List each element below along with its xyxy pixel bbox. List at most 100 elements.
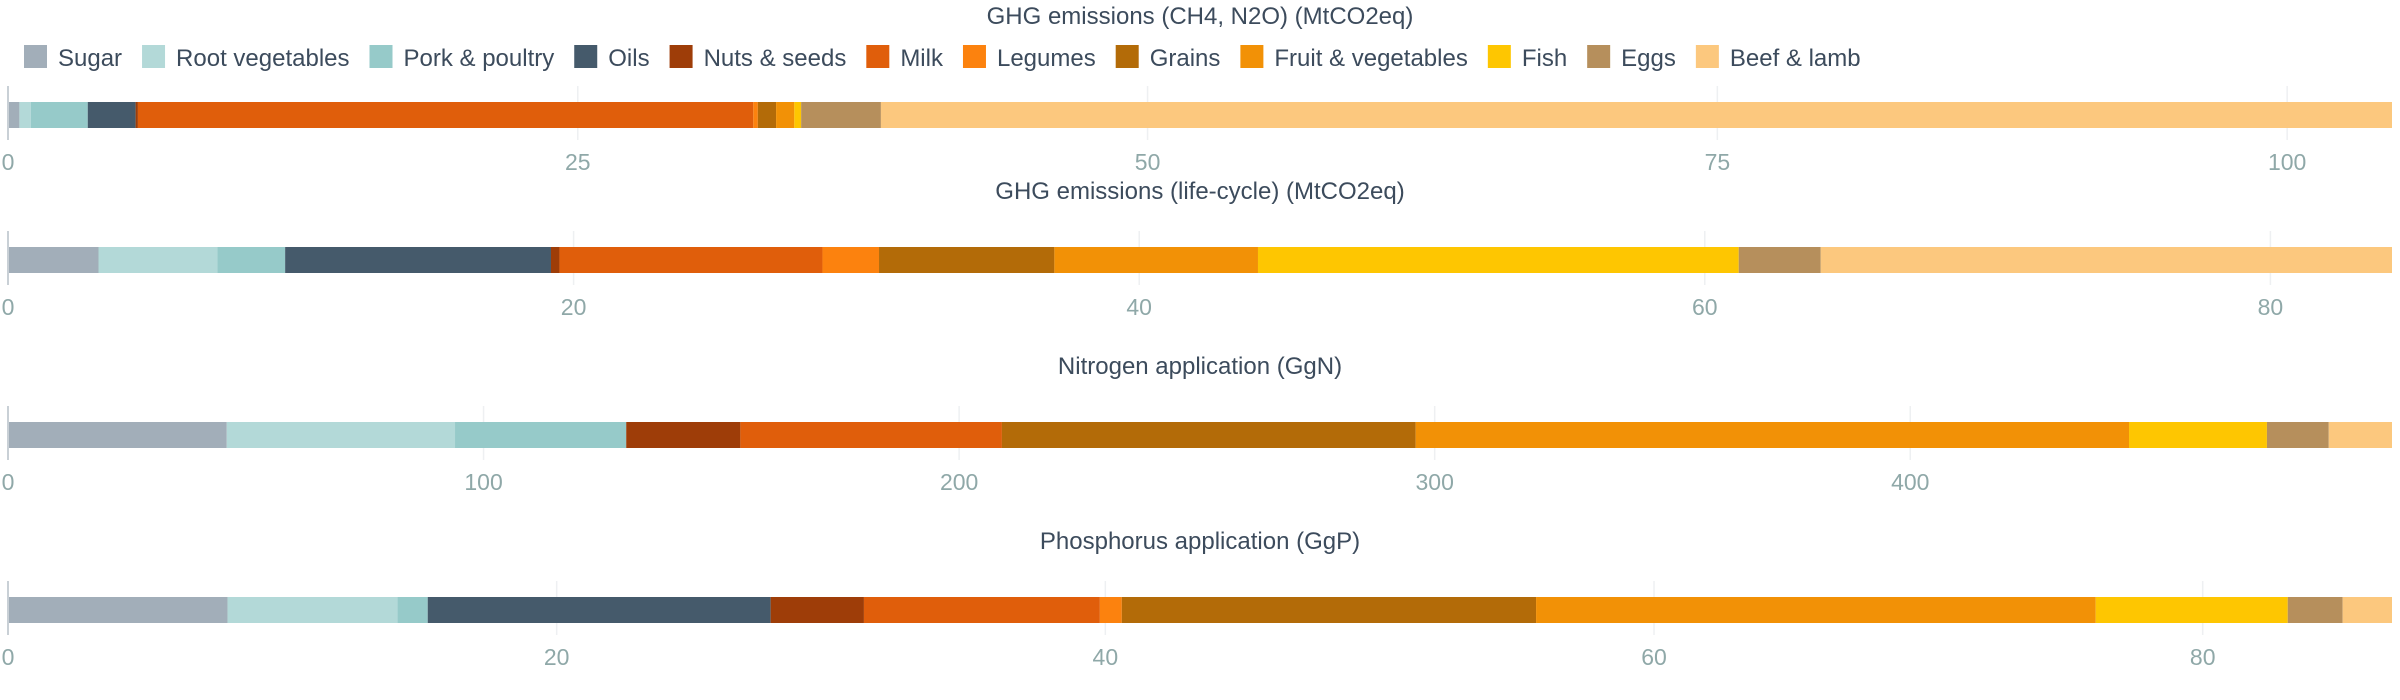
bar-segment-root-vegetables bbox=[19, 102, 31, 128]
tick-label: 50 bbox=[1135, 149, 1161, 175]
legend-swatch bbox=[574, 45, 598, 68]
tick-label: 80 bbox=[2190, 644, 2216, 670]
legend-item-fish: Fish bbox=[1487, 45, 1567, 72]
bar-segment-root-vegetables bbox=[227, 597, 398, 623]
bar-segment-nuts-and-seeds bbox=[770, 597, 864, 623]
bar-segment-eggs bbox=[801, 102, 881, 128]
legend-label: Fruit & vegetables bbox=[1274, 45, 1467, 72]
legend-label: Sugar bbox=[58, 45, 122, 72]
bar-segment-oils bbox=[427, 597, 771, 623]
bar-segment-beef-and-lamb bbox=[2328, 422, 2392, 448]
panel-title: GHG emissions (CH4, N2O) (MtCO2eq) bbox=[987, 3, 1414, 30]
legend-label: Root vegetables bbox=[176, 45, 349, 72]
bar-segment-nuts-and-seeds bbox=[626, 422, 741, 448]
panel-4: Phosphorus application (GgP) 0 20 40 60 80 bbox=[2, 528, 2392, 670]
tick-label: 40 bbox=[1093, 644, 1119, 670]
tick-label: 20 bbox=[544, 644, 570, 670]
legend-label: Milk bbox=[900, 45, 944, 72]
panel-3: Nitrogen application (GgN) 0 100 200 300 400 bbox=[2, 353, 2392, 495]
bar-segment-nuts-and-seeds bbox=[550, 247, 560, 273]
bar-segment-sugar bbox=[8, 422, 227, 448]
legend-label: Nuts & seeds bbox=[704, 45, 847, 72]
bar-segment-oils bbox=[285, 247, 551, 273]
bar-segment-grains bbox=[879, 247, 1055, 273]
bar-segment-milk bbox=[863, 597, 1100, 623]
tick-label: 200 bbox=[940, 469, 978, 495]
legend-swatch bbox=[962, 45, 986, 68]
bar-segment-fish bbox=[794, 102, 802, 128]
legend-swatch bbox=[24, 45, 47, 68]
panel-2: GHG emissions (life-cycle) (MtCO2eq) 0 20 4… bbox=[2, 178, 2392, 320]
bar-segment-milk bbox=[559, 247, 823, 273]
bar-segment-beef-and-lamb bbox=[880, 102, 2393, 128]
bar-segment-eggs bbox=[2287, 597, 2343, 623]
bar-segment-pork-and-poultry bbox=[455, 422, 627, 448]
bar-segment-nuts-and-seeds bbox=[135, 102, 138, 128]
chart-panels: GHG emissions (CH4, N2O) (MtCO2eq) 0 25 50 7… bbox=[2, 3, 2393, 670]
bar-segment-sugar bbox=[8, 247, 99, 273]
legend-item-root-vegetables: Root vegetables bbox=[142, 45, 350, 72]
bar-segment-legumes bbox=[822, 247, 880, 273]
tick-label: 25 bbox=[565, 149, 591, 175]
tick-label: 0 bbox=[2, 294, 15, 320]
tick-label: 40 bbox=[1126, 294, 1152, 320]
legend-swatch bbox=[1695, 45, 1719, 68]
bar-segment-fruit-and-vegetables bbox=[1054, 247, 1258, 273]
tick-label: 60 bbox=[1692, 294, 1718, 320]
legend-label: Oils bbox=[608, 45, 649, 72]
bar-segment-legumes bbox=[1099, 597, 1122, 623]
legend-item-pork-and-poultry: Pork & poultry bbox=[369, 45, 555, 72]
bar-segment-pork-and-poultry bbox=[30, 102, 88, 128]
bar-segment-milk bbox=[740, 422, 1002, 448]
legend-item-fruit-and-vegetables: Fruit & vegetables bbox=[1240, 45, 1468, 72]
bar-segment-root-vegetables bbox=[226, 422, 456, 448]
bar-segment-eggs bbox=[2266, 422, 2329, 448]
bar-segment-root-vegetables bbox=[98, 247, 218, 273]
panel-title: Phosphorus application (GgP) bbox=[1040, 528, 1360, 555]
legend-swatch bbox=[1240, 45, 1264, 68]
legend-label: Beef & lamb bbox=[1730, 45, 1861, 72]
bar-segment-legumes bbox=[753, 102, 758, 128]
bar-segment-fruit-and-vegetables bbox=[776, 102, 795, 128]
panel-title: GHG emissions (life-cycle) (MtCO2eq) bbox=[995, 178, 1404, 205]
tick-label: 60 bbox=[1641, 644, 1667, 670]
bar-segment-oils bbox=[87, 102, 136, 128]
panel-title: Nitrogen application (GgN) bbox=[1058, 353, 1342, 380]
legend-swatch bbox=[1115, 45, 1139, 68]
tick-label: 75 bbox=[1705, 149, 1731, 175]
bar-segment-fish bbox=[1257, 247, 1739, 273]
tick-label: 400 bbox=[1891, 469, 1929, 495]
legend-label: Grains bbox=[1150, 45, 1221, 72]
bar-segment-beef-and-lamb bbox=[1820, 247, 2392, 273]
legend-item-grains: Grains bbox=[1115, 45, 1221, 72]
legend-swatch bbox=[669, 45, 693, 68]
bar-segment-fruit-and-vegetables bbox=[1536, 597, 2096, 623]
tick-label: 100 bbox=[464, 469, 502, 495]
tick-label: 300 bbox=[1416, 469, 1454, 495]
legend-label: Pork & poultry bbox=[404, 45, 555, 72]
legend-swatch bbox=[142, 45, 166, 68]
tick-label: 100 bbox=[2268, 149, 2306, 175]
legend-label: Legumes bbox=[997, 45, 1096, 72]
legend-swatch bbox=[1487, 45, 1511, 68]
legend-item-eggs: Eggs bbox=[1587, 45, 1676, 72]
tick-label: 0 bbox=[2, 644, 15, 670]
bar-segment-beef-and-lamb bbox=[2342, 597, 2392, 623]
panel-1: GHG emissions (CH4, N2O) (MtCO2eq) 0 25 50 7… bbox=[2, 3, 2393, 175]
bar-segment-sugar bbox=[8, 597, 228, 623]
legend-item-beef-and-lamb: Beef & lamb bbox=[1695, 45, 1861, 72]
legend-item-sugar: Sugar bbox=[24, 45, 122, 72]
tick-label: 20 bbox=[561, 294, 587, 320]
tick-label: 0 bbox=[2, 469, 15, 495]
bar-segment-pork-and-poultry bbox=[397, 597, 428, 623]
legend: Sugar Root vegetables Pork & poultry Oils Nu… bbox=[24, 45, 1861, 72]
bar-segment-fish bbox=[2129, 422, 2267, 448]
legend-swatch bbox=[1587, 45, 1611, 68]
legend-label: Fish bbox=[1522, 45, 1567, 72]
legend-item-legumes: Legumes bbox=[962, 45, 1096, 72]
legend-swatch bbox=[866, 45, 890, 68]
bar-segment-fish bbox=[2095, 597, 2288, 623]
legend-item-oils: Oils bbox=[574, 45, 650, 72]
legend-item-nuts-and-seeds: Nuts & seeds bbox=[669, 45, 847, 72]
